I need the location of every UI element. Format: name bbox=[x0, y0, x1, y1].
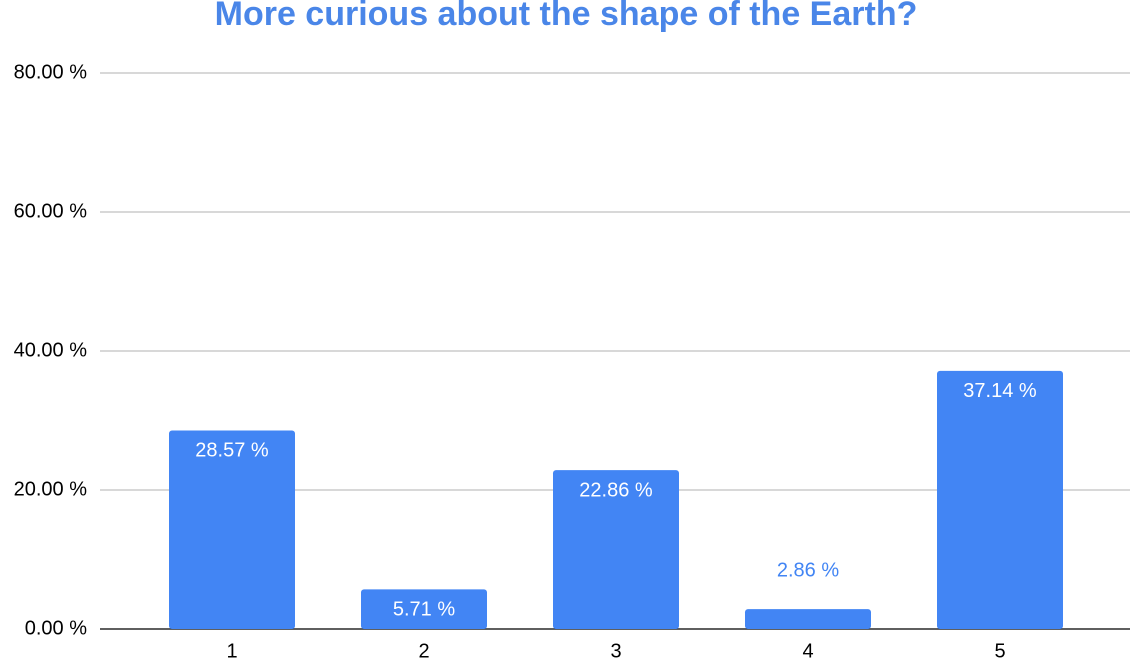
bar bbox=[937, 370, 1063, 629]
data-label: 2.86 % bbox=[777, 559, 839, 581]
bar bbox=[553, 470, 679, 629]
bar bbox=[361, 589, 487, 629]
x-tick-label: 3 bbox=[610, 640, 621, 660]
y-tick-label: 0.00 % bbox=[25, 617, 87, 639]
data-label: 37.14 % bbox=[963, 380, 1037, 402]
y-tick-label: 60.00 % bbox=[14, 200, 88, 222]
chart-title: More curious about the shape of the Eart… bbox=[215, 0, 918, 33]
y-tick-label: 80.00 % bbox=[14, 61, 88, 83]
y-tick-label: 40.00 % bbox=[14, 339, 88, 361]
bar bbox=[745, 609, 871, 629]
y-tick-label: 20.00 % bbox=[14, 478, 88, 500]
data-label: 28.57 % bbox=[195, 440, 269, 462]
x-tick-label: 1 bbox=[226, 640, 237, 660]
data-label: 5.71 % bbox=[393, 599, 455, 621]
bar bbox=[169, 430, 295, 629]
data-label: 22.86 % bbox=[579, 479, 653, 501]
x-tick-label: 2 bbox=[418, 640, 429, 660]
x-tick-label: 5 bbox=[994, 640, 1005, 660]
x-tick-label: 4 bbox=[802, 640, 813, 660]
